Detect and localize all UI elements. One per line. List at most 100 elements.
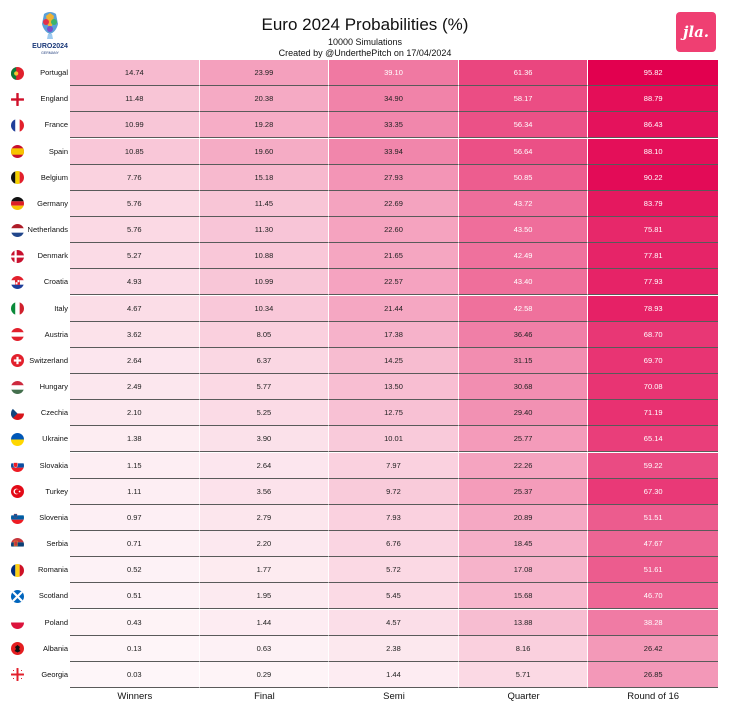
heatmap-cell: 4.57 (329, 609, 459, 636)
table-row: 0.13 0.63 2.38 8.16 26.42 (70, 635, 718, 662)
heatmap-cell: 56.64 (458, 138, 589, 165)
heatmap-cell: 0.97 (70, 504, 200, 531)
flag-georgia-icon (11, 668, 24, 682)
flag-italy-icon (11, 302, 24, 316)
logo-text: EURO2024 (32, 43, 68, 50)
table-row: 5.76 11.30 22.60 43.50 75.81 (70, 217, 718, 244)
heatmap-cell: 7.93 (329, 504, 459, 531)
team-label: France (44, 120, 68, 130)
table-row: 0.51 1.95 5.45 15.68 46.70 (70, 583, 718, 610)
flag-france-icon (11, 118, 24, 132)
heatmap-cell: 17.08 (458, 557, 589, 584)
table-row: 2.10 5.25 12.75 29.40 71.19 (70, 400, 718, 427)
heatmap-cell: 65.14 (588, 426, 718, 453)
heatmap-cell: 5.25 (199, 400, 330, 427)
heatmap-cell: 15.68 (458, 583, 589, 610)
heatmap-cell: 77.93 (588, 269, 718, 296)
heatmap-cell: 83.79 (588, 190, 718, 217)
heatmap-cell: 2.49 (70, 374, 200, 401)
euro2024-logo: EURO2024 GERMANY (22, 10, 78, 60)
heatmap-cell: 71.19 (588, 400, 718, 427)
heatmap-cell: 0.03 (70, 661, 200, 688)
trophy-icon: EURO2024 GERMANY (32, 12, 68, 55)
heatmap-cell: 19.60 (199, 138, 330, 165)
table-row: 5.76 11.45 22.69 43.72 83.79 (70, 190, 718, 217)
heatmap-cell: 6.76 (329, 531, 459, 558)
heatmap-cell: 34.90 (329, 86, 459, 113)
heatmap-cell: 5.77 (199, 374, 330, 401)
table-row: 0.43 1.44 4.57 13.88 38.28 (70, 609, 718, 636)
flag-slovakia-icon (11, 459, 24, 473)
heatmap-cell: 43.72 (458, 190, 589, 217)
team-label: Albania (42, 643, 68, 653)
heatmap-cell: 0.63 (199, 635, 330, 662)
heatmap-cell: 0.29 (199, 661, 330, 688)
heatmap-cell: 29.40 (458, 400, 589, 427)
heatmap-cell: 47.67 (588, 531, 718, 558)
team-label: Netherlands (27, 225, 68, 235)
brand-badge-text: jla. (682, 23, 710, 41)
heatmap-cell: 2.64 (70, 347, 200, 374)
logo-subtext: GERMANY (41, 51, 59, 55)
heatmap-cell: 1.11 (70, 478, 200, 505)
heatmap-cell: 26.42 (588, 635, 718, 662)
flag-romania-icon (11, 563, 24, 577)
chart-title: Euro 2024 Probabilities (%) (261, 15, 469, 34)
heatmap-cell: 59.22 (588, 452, 718, 479)
table-row: 4.67 10.34 21.44 42.58 78.93 (70, 295, 718, 322)
heatmap-cell: 9.72 (329, 478, 459, 505)
table-row: 3.62 8.05 17.38 36.46 68.70 (70, 321, 718, 348)
heatmap-cell: 1.15 (70, 452, 200, 479)
heatmap-cell: 1.77 (199, 557, 330, 584)
heatmap-cell: 5.76 (70, 217, 200, 244)
chart-credit: Created by @UnderthePitch on 17/04/2024 (278, 48, 452, 58)
heatmap-cell: 0.71 (70, 531, 200, 558)
heatmap-cell: 23.99 (199, 60, 330, 87)
flag-ukraine-icon (11, 432, 24, 446)
table-row: 1.38 3.90 10.01 25.77 65.14 (70, 426, 718, 453)
heatmap-cell: 69.70 (588, 347, 718, 374)
team-label: Spain (48, 146, 68, 156)
heatmap-cell: 13.50 (329, 374, 459, 401)
heatmap-cell: 22.60 (329, 217, 459, 244)
team-label: Portugal (40, 68, 68, 78)
heatmap-cell: 11.48 (70, 86, 200, 113)
heatmap-cell: 31.15 (458, 347, 589, 374)
heatmap-cell: 70.08 (588, 374, 718, 401)
heatmap-cell: 1.38 (70, 426, 200, 453)
table-row: 5.27 10.88 21.65 42.49 77.81 (70, 243, 718, 270)
team-label: Romania (37, 565, 68, 575)
table-row: 11.48 20.38 34.90 58.17 88.79 (70, 86, 718, 113)
flag-hungary-icon (11, 380, 24, 394)
heatmap-cell: 42.49 (458, 243, 589, 270)
heatmap-cell: 1.95 (199, 583, 330, 610)
heatmap-cell: 5.27 (70, 243, 200, 270)
flag-germany-icon (11, 197, 24, 211)
heatmap-cell: 6.37 (199, 347, 330, 374)
column-label: Quarter (507, 691, 540, 702)
table-row: 10.85 19.60 33.94 56.64 88.10 (70, 138, 718, 165)
heatmap-cell: 0.51 (70, 583, 200, 610)
heatmap-cell: 8.16 (458, 635, 589, 662)
heatmap-cell: 26.85 (588, 661, 718, 688)
team-label: Slovenia (39, 512, 68, 522)
heatmap-cell: 5.71 (458, 661, 589, 688)
flag-slovenia-icon (11, 511, 24, 525)
heatmap-cell: 75.81 (588, 217, 718, 244)
heatmap-cell: 78.93 (588, 295, 718, 322)
team-label: Switzerland (29, 355, 68, 365)
heatmap-cell: 58.17 (458, 86, 589, 113)
heatmap-cell: 3.56 (199, 478, 330, 505)
heatmap-cell: 25.37 (458, 478, 589, 505)
heatmap-cell: 51.61 (588, 557, 718, 584)
flag-croatia-icon (11, 275, 24, 289)
flag-turkey-icon (11, 485, 24, 499)
table-row: 1.15 2.64 7.97 22.26 59.22 (70, 452, 718, 479)
heatmap-cell: 67.30 (588, 478, 718, 505)
flag-netherlands-icon (11, 223, 24, 237)
table-row: 0.52 1.77 5.72 17.08 51.61 (70, 557, 718, 584)
heatmap-cell: 0.52 (70, 557, 200, 584)
heatmap-cell: 33.94 (329, 138, 459, 165)
table-row: 0.71 2.20 6.76 18.45 47.67 (70, 531, 718, 558)
heatmap-cell: 4.93 (70, 269, 200, 296)
